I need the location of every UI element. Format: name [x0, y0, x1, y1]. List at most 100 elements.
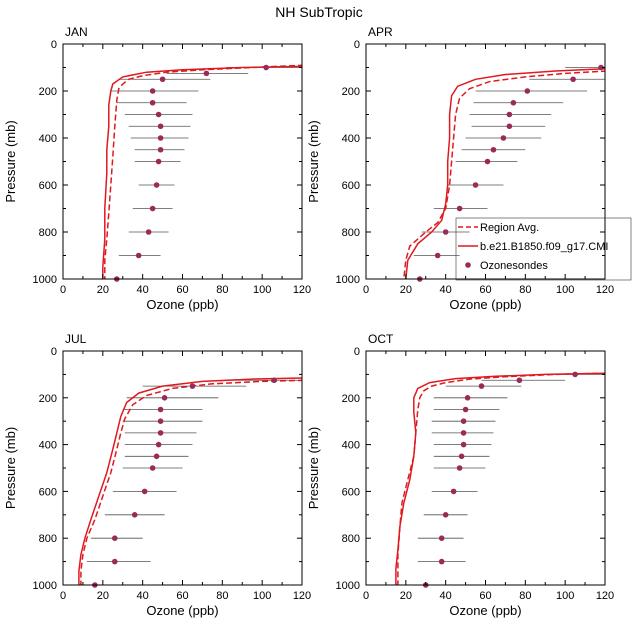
curves-oct	[395, 372, 605, 585]
y-tick-label: 600	[39, 486, 57, 498]
y-tick-label: 800	[39, 533, 57, 545]
x-tick-label: 80	[519, 284, 531, 296]
y-axis-label-oct: Pressure (mb)	[306, 427, 321, 509]
sonde-point	[157, 418, 164, 425]
series-model-jan	[102, 65, 302, 279]
sonde-point	[131, 512, 138, 518]
sonde-point	[155, 111, 162, 118]
sonde-point	[141, 488, 148, 495]
sonde-point	[159, 76, 166, 83]
y-tick-label: 0	[51, 39, 57, 51]
y-tick-label: 600	[342, 180, 360, 192]
sonde-point	[456, 465, 463, 471]
series-region-avg-jan	[104, 64, 302, 279]
sondes-oct	[399, 373, 605, 585]
x-tick-label: 40	[440, 590, 452, 602]
sonde-point	[524, 88, 531, 94]
y-tick-label: 600	[342, 486, 360, 498]
series-region-avg-apr	[403, 70, 605, 279]
x-tick-label: 20	[400, 590, 412, 602]
y-tick-label: 200	[342, 86, 360, 98]
sonde-point	[145, 229, 152, 235]
y-tick-label: 400	[39, 133, 57, 145]
sonde-point	[450, 488, 457, 495]
y-tick-label: 800	[342, 533, 360, 545]
sonde-point	[472, 182, 479, 188]
legend-label-sondes: Ozonesondes	[480, 260, 548, 272]
sonde-point	[490, 146, 497, 153]
sonde-point	[460, 430, 467, 436]
sonde-point	[149, 465, 156, 471]
y-tick-label: 400	[342, 133, 360, 145]
series-region-avg-jul	[80, 379, 302, 585]
sonde-point	[510, 99, 517, 106]
sonde-point	[157, 123, 164, 130]
x-tick-label: 0	[363, 590, 369, 602]
sonde-point	[460, 441, 467, 448]
sonde-point	[271, 377, 277, 384]
x-tick-label: 20	[97, 284, 109, 296]
x-tick-label: 100	[556, 590, 574, 602]
y-tick-label: 200	[39, 393, 57, 405]
x-tick-label: 0	[60, 590, 66, 602]
sonde-point	[516, 377, 523, 384]
sonde-point	[478, 383, 485, 389]
sonde-point	[442, 229, 449, 235]
sonde-point	[500, 135, 507, 141]
x-tick-label: 60	[479, 284, 491, 296]
x-tick-label: 40	[137, 284, 149, 296]
series-region-avg-oct	[397, 372, 605, 585]
y-tick-label: 0	[354, 39, 360, 51]
panel-label-oct: OCT	[368, 332, 394, 346]
y-tick-label: 1000	[336, 274, 360, 286]
sonde-point	[203, 70, 210, 77]
panel-label-jul: JUL	[65, 332, 87, 346]
sonde-point	[434, 252, 441, 259]
sonde-point	[438, 558, 445, 565]
x-tick-label: 60	[176, 284, 188, 296]
y-tick-label: 800	[39, 227, 57, 239]
x-tick-label: 0	[363, 284, 369, 296]
sonde-point	[464, 395, 471, 401]
x-tick-label: 80	[216, 284, 228, 296]
y-tick-label: 800	[342, 227, 360, 239]
sonde-point	[111, 535, 118, 541]
x-tick-label: 60	[479, 590, 491, 602]
y-tick-label: 400	[342, 440, 360, 452]
sonde-point	[456, 205, 463, 212]
sonde-point	[442, 512, 449, 518]
x-tick-label: 40	[137, 590, 149, 602]
x-tick-label: 100	[253, 284, 271, 296]
y-tick-label: 1000	[33, 274, 57, 286]
y-axis-label-jul: Pressure (mb)	[3, 427, 18, 509]
legend-swatch-sondes	[465, 262, 471, 268]
sonde-point	[157, 146, 164, 153]
sonde-point	[263, 64, 269, 71]
x-tick-label: 120	[293, 590, 311, 602]
panel-apr: APR 0 20 40 60 80 100 120 0 200 400 600 800 1000 Ozone…	[306, 25, 614, 312]
sonde-point	[506, 111, 513, 118]
y-tick-label: 1000	[336, 580, 360, 592]
legend: Region Avg. b.e21.B1850.f09_g17.CMI Ozones…	[455, 217, 632, 281]
sonde-point	[570, 76, 576, 83]
series-model-oct	[395, 372, 605, 585]
legend-label-region-avg: Region Avg.	[480, 222, 539, 234]
panel-label-jan: JAN	[65, 25, 88, 39]
sonde-point	[484, 158, 491, 165]
x-axis-label-jul: Ozone (ppb)	[146, 603, 218, 618]
x-axis-label-apr: Ozone (ppb)	[449, 297, 521, 312]
sonde-point	[155, 441, 162, 448]
sondes-jan	[90, 67, 302, 279]
sonde-point	[189, 383, 196, 389]
x-tick-label: 120	[596, 284, 614, 296]
x-tick-label: 100	[253, 590, 271, 602]
y-tick-label: 600	[39, 180, 57, 192]
y-tick-label: 0	[51, 346, 57, 358]
x-tick-label: 100	[556, 284, 574, 296]
sonde-point	[460, 418, 467, 425]
sonde-point	[153, 182, 160, 188]
panel-oct: OCT 0 20 40 60 80 100 120 0 200 400 600 800 1000 Ozone…	[306, 332, 614, 618]
curves-jul	[78, 377, 302, 585]
panel-jul: JUL 0 20 40 60 80 100 120 0 200 400 600 800 1000 Ozone…	[3, 332, 311, 618]
